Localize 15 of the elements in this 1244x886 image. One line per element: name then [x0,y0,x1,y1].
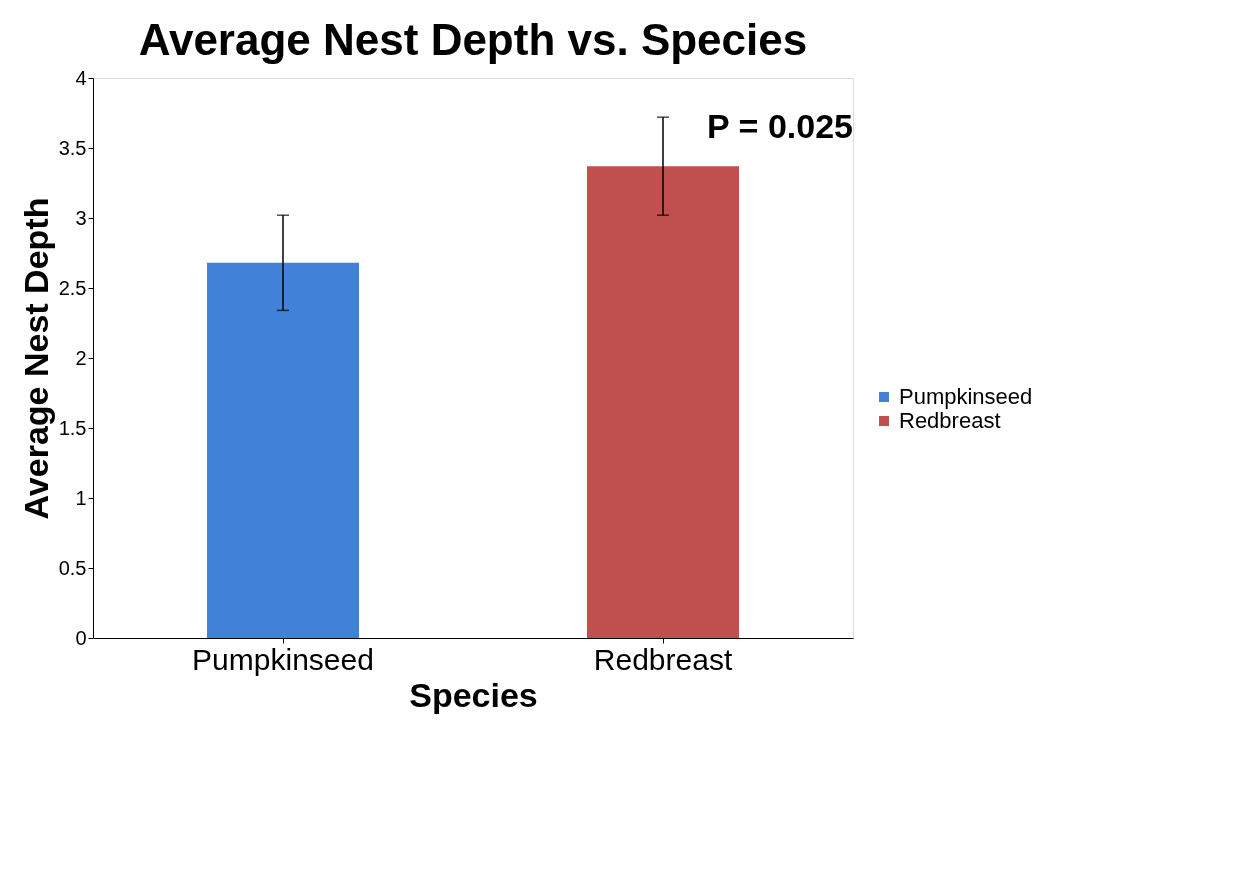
y-tick-label: 3 [75,206,87,229]
y-tick-label: 2.5 [58,276,87,299]
y-tick-label: 1 [75,486,87,509]
legend-label: Pumpkinseed [899,384,1033,409]
y-tick-label: 0.5 [58,556,87,579]
y-tick-label: 1.5 [58,416,87,439]
annotation: P = 0.025 [707,107,853,145]
y-tick-label: 2 [75,346,87,369]
y-axis-title: Average Nest Depth [16,197,55,520]
y-tick-label: 4 [75,66,87,89]
x-axis-title: Species [409,675,538,714]
legend-label: Redbreast [899,408,1001,433]
y-tick-label: 3.5 [58,136,87,159]
chart-title: Average Nest Depth vs. Species [138,15,808,64]
y-tick-label: 0 [75,626,87,649]
